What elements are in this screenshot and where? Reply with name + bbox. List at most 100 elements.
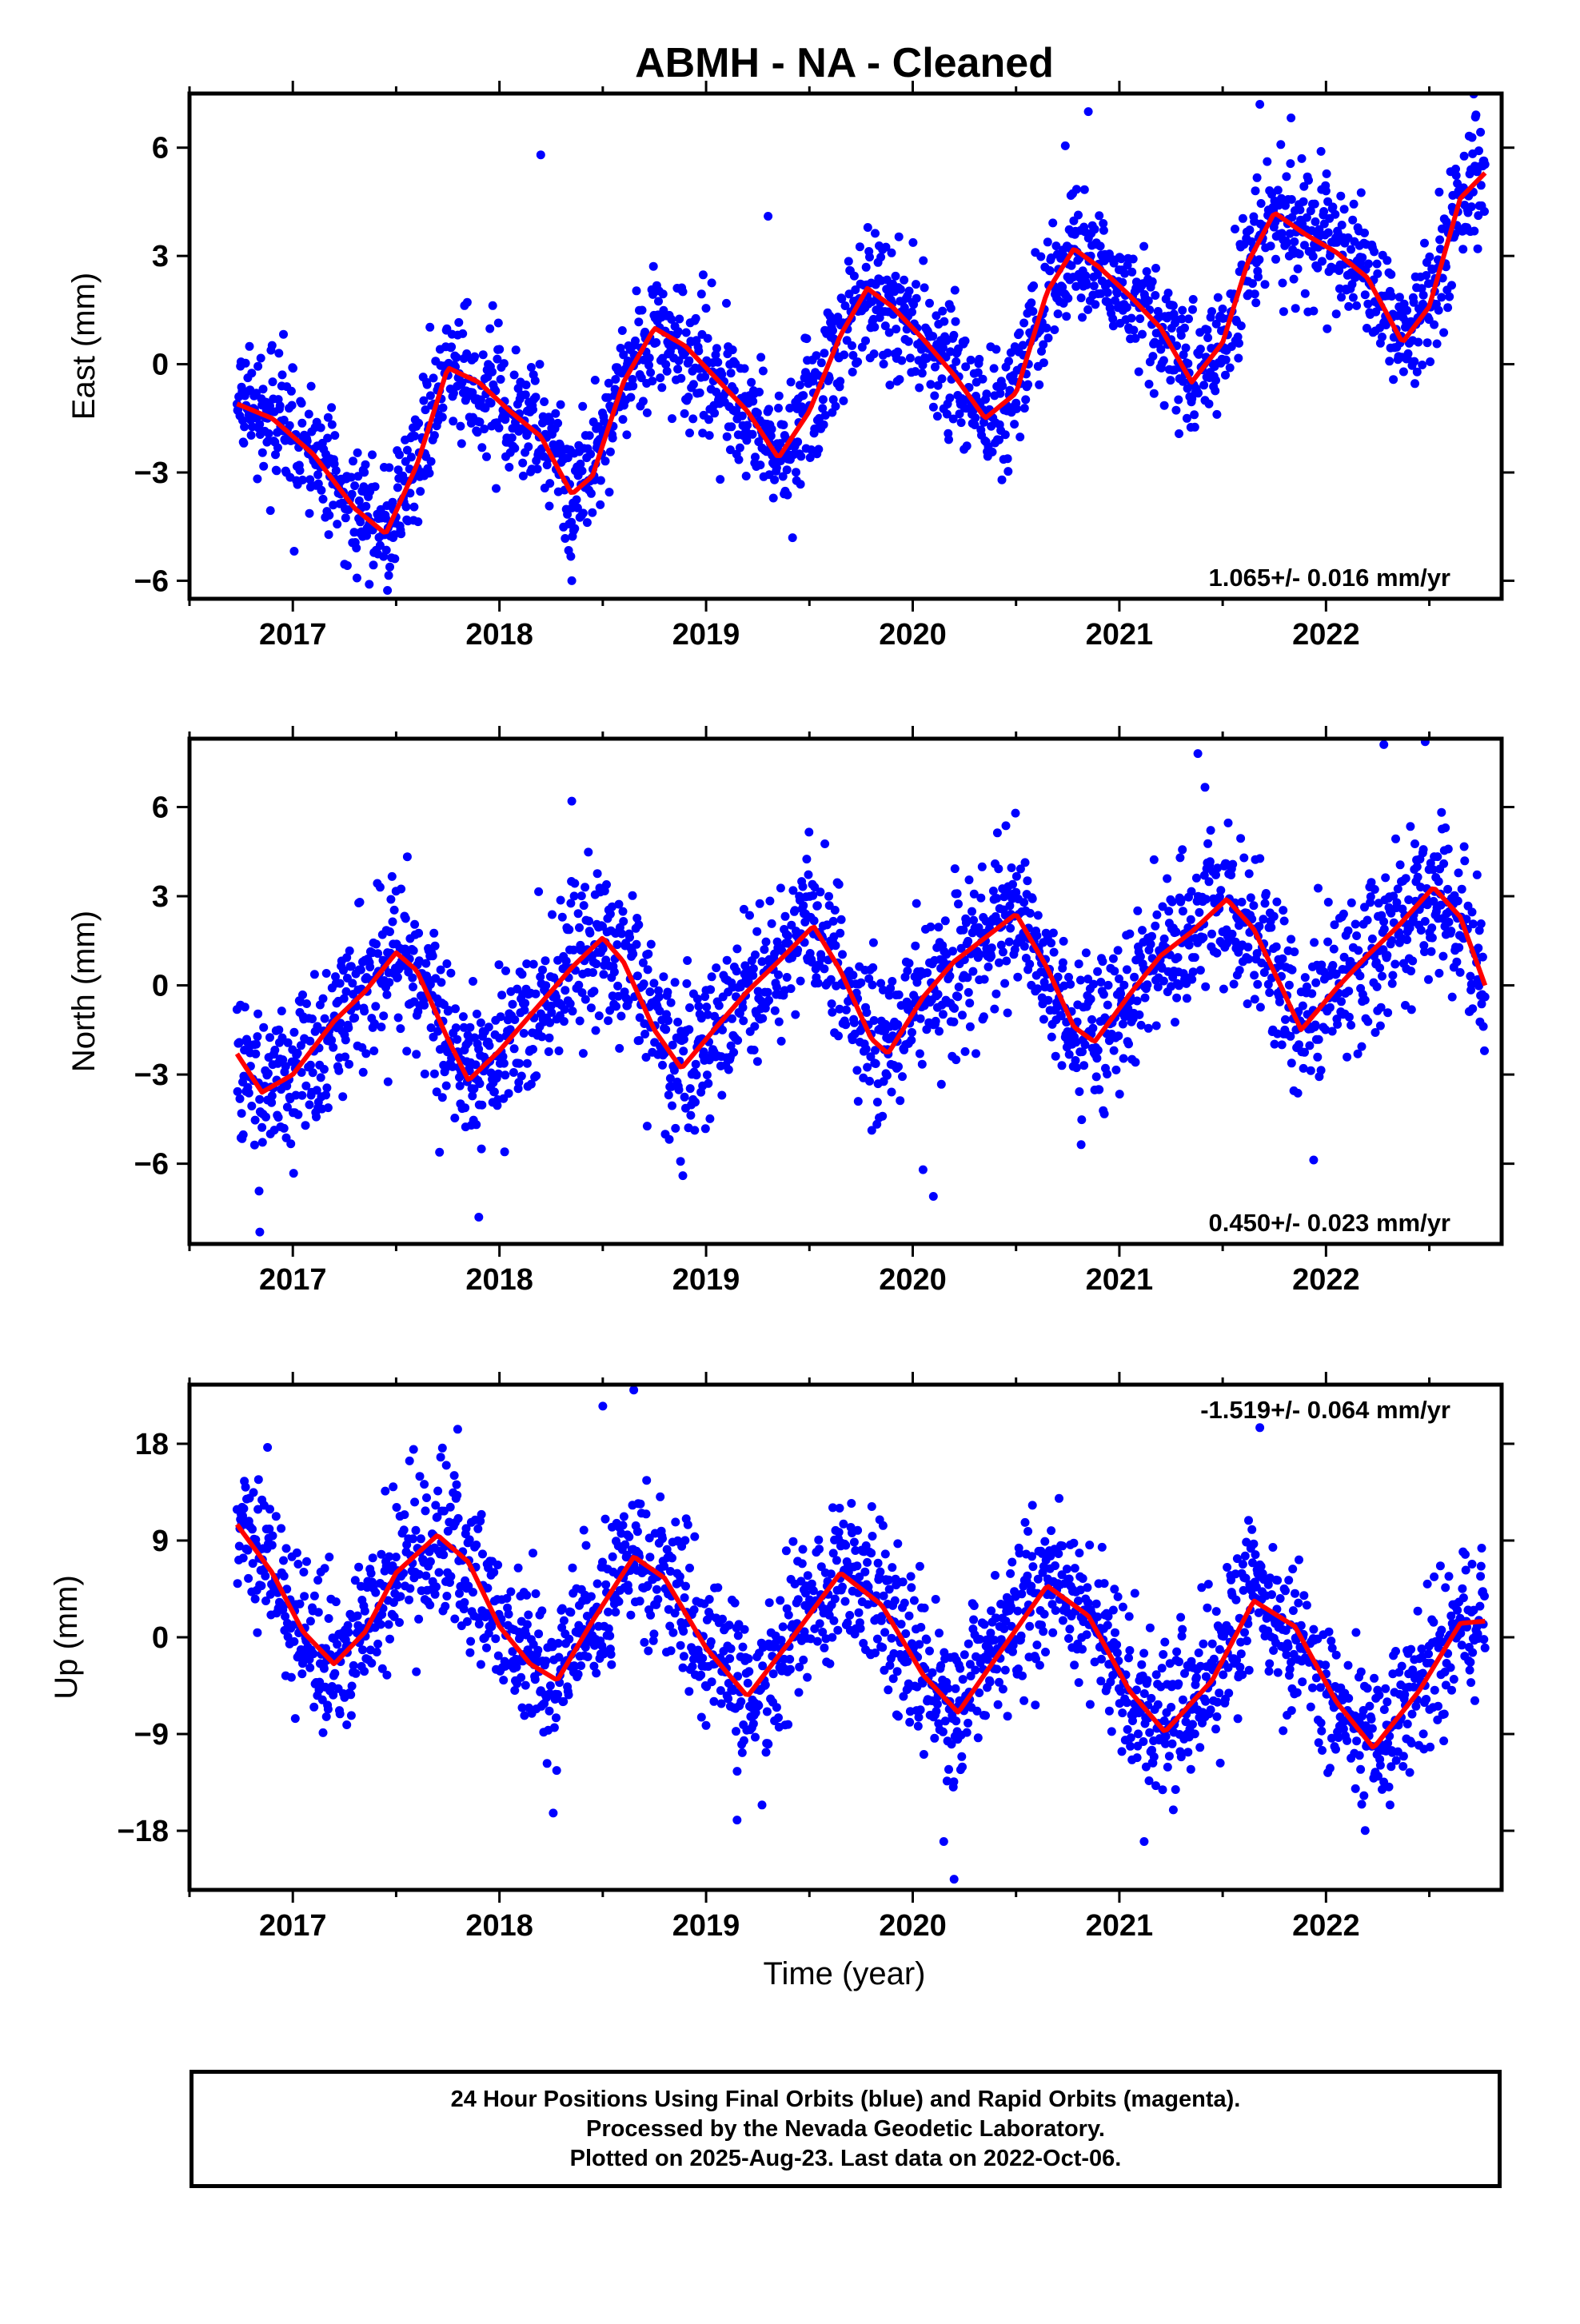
data-point: [912, 899, 921, 908]
data-point: [1385, 357, 1394, 365]
data-point: [820, 964, 828, 973]
data-point: [1230, 980, 1239, 989]
data-point: [268, 341, 277, 350]
x-tick-label: 2022: [1292, 618, 1360, 652]
data-point: [1402, 306, 1411, 315]
data-point: [703, 1070, 712, 1079]
data-point: [322, 969, 331, 978]
data-point: [1386, 270, 1395, 279]
data-point: [385, 1635, 394, 1644]
data-point: [586, 450, 595, 459]
data-point: [538, 966, 547, 975]
data-point: [405, 1596, 413, 1604]
data-point: [532, 1071, 541, 1080]
data-point: [854, 1097, 863, 1106]
data-point: [624, 1533, 633, 1541]
data-point: [494, 319, 503, 328]
data-point: [684, 1521, 692, 1529]
data-point: [733, 1036, 742, 1045]
data-point: [978, 863, 987, 871]
data-point: [1047, 1033, 1056, 1042]
data-point: [477, 1101, 486, 1110]
data-point: [896, 285, 905, 294]
data-point: [722, 299, 731, 308]
data-point: [676, 374, 685, 383]
data-point: [1020, 404, 1029, 413]
data-point: [747, 378, 756, 387]
data-point: [244, 1574, 253, 1583]
data-point: [365, 963, 374, 971]
data-point: [634, 920, 643, 929]
data-point: [1110, 967, 1119, 975]
data-point: [896, 1096, 904, 1105]
data-point: [1243, 943, 1252, 951]
data-point: [1245, 869, 1254, 878]
data-point: [453, 353, 461, 362]
data-point: [1345, 1013, 1354, 1022]
data-point: [671, 1124, 680, 1133]
data-point: [1340, 205, 1349, 213]
data-point: [872, 1059, 880, 1068]
data-point: [442, 959, 451, 968]
data-point: [1216, 886, 1225, 895]
y-tick-label: 3: [152, 880, 169, 914]
data-point: [257, 354, 265, 363]
data-point: [277, 1524, 285, 1533]
data-point: [1243, 999, 1252, 1008]
data-point: [1307, 1066, 1315, 1075]
data-point: [647, 940, 656, 949]
data-point: [684, 393, 693, 401]
data-point: [796, 977, 805, 986]
data-point: [259, 1023, 268, 1032]
data-point: [385, 927, 394, 936]
data-point: [702, 1003, 711, 1011]
data-point: [1114, 1031, 1123, 1040]
data-point: [449, 417, 457, 425]
data-point: [765, 897, 774, 906]
data-point: [1130, 973, 1139, 982]
data-point: [625, 933, 634, 942]
data-point: [1278, 1040, 1287, 1049]
data-point: [319, 1728, 328, 1737]
data-point: [900, 303, 909, 312]
data-point: [382, 1671, 391, 1680]
data-point: [938, 374, 947, 383]
data-point: [430, 431, 439, 440]
data-point: [361, 502, 370, 511]
data-point: [1047, 939, 1055, 947]
data-point: [606, 448, 615, 456]
data-point: [425, 1600, 434, 1609]
data-point: [409, 1534, 417, 1543]
data-point: [1044, 333, 1053, 342]
data-point: [883, 1071, 892, 1080]
data-point: [416, 487, 425, 496]
data-point: [1478, 953, 1487, 962]
data-point: [543, 1759, 552, 1768]
data-point: [472, 1120, 481, 1129]
data-point: [1074, 211, 1083, 220]
data-point: [386, 895, 395, 904]
data-point: [679, 1664, 688, 1672]
data-point: [396, 1024, 405, 1033]
data-point: [1033, 984, 1042, 993]
data-point: [1203, 333, 1212, 342]
data-point: [360, 1667, 369, 1676]
data-point: [656, 373, 664, 382]
data-point: [632, 940, 641, 949]
data-point: [893, 1020, 902, 1029]
data-point: [429, 929, 438, 938]
data-point: [1276, 140, 1285, 149]
data-point: [545, 502, 554, 511]
data-point: [820, 349, 828, 357]
data-point: [429, 951, 437, 960]
data-point: [1375, 963, 1384, 972]
data-point: [948, 947, 957, 955]
data-point: [644, 965, 652, 974]
data-point: [1471, 110, 1480, 119]
data-point: [835, 880, 844, 889]
data-point: [555, 1046, 564, 1055]
data-point: [1419, 291, 1428, 300]
data-point: [1460, 152, 1469, 161]
data-point: [358, 1645, 367, 1654]
data-point: [308, 1015, 317, 1023]
